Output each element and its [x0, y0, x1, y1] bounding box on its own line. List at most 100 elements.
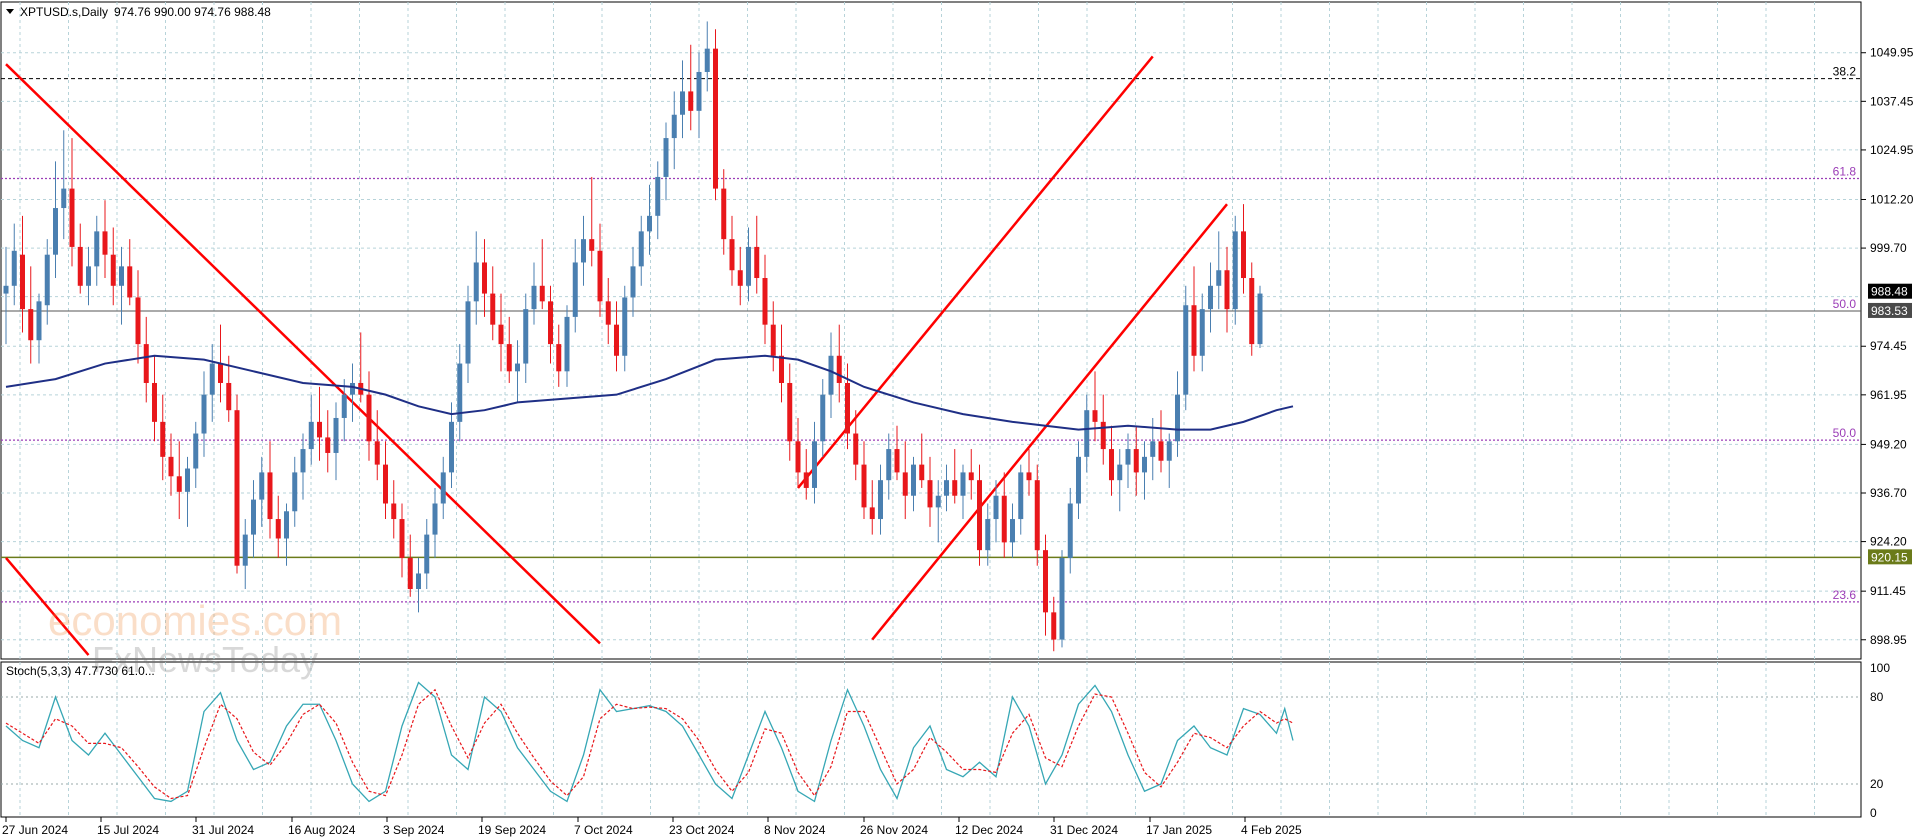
- level-price-tag-bg: [1868, 549, 1912, 565]
- candle-body: [267, 472, 273, 520]
- price-tick-label: 911.45: [1870, 584, 1906, 598]
- candle-body: [36, 301, 42, 341]
- price-tick-label: 936.70: [1870, 486, 1907, 500]
- ohlc-values: 974.76 990.00 974.76 988.48: [114, 5, 271, 19]
- candle-body: [1067, 503, 1073, 558]
- candle-body: [556, 344, 562, 372]
- stoch-label: Stoch(5,3,3) 47.7730 61.0...: [6, 664, 155, 678]
- candle-body: [391, 503, 397, 520]
- candle-body: [1018, 472, 1024, 520]
- stoch-tick-label: 100: [1870, 661, 1890, 675]
- candle-body: [143, 344, 149, 383]
- main-pane-frame: [0, 1, 1862, 660]
- candle-body: [515, 363, 520, 372]
- candle-body: [226, 382, 232, 411]
- candle-body: [1224, 270, 1230, 310]
- candle-body: [795, 441, 801, 473]
- price-tick-label: 949.20: [1870, 437, 1907, 451]
- price-tick-label: 1037.45: [1870, 94, 1914, 108]
- candle-body: [1249, 278, 1255, 345]
- candle-body: [102, 231, 108, 255]
- candle-body: [1241, 231, 1246, 279]
- candle-body: [234, 410, 240, 566]
- candle-body: [1117, 464, 1123, 481]
- candle-body: [1034, 480, 1040, 551]
- candle-body: [869, 507, 875, 520]
- candle-body: [473, 262, 479, 302]
- chevron-down-icon[interactable]: [6, 9, 14, 14]
- moving-average-line: [5, 354, 1294, 431]
- candle-body: [251, 499, 256, 535]
- date-tick-label: 27 Jun 2024: [2, 823, 68, 837]
- date-tick-label: 12 Dec 2024: [955, 823, 1023, 837]
- candle-body: [902, 472, 908, 496]
- candle-body: [1084, 410, 1090, 457]
- candle-body: [977, 480, 982, 551]
- candle-body: [201, 394, 207, 434]
- moving-average: [5, 354, 1294, 431]
- candle-body: [523, 309, 529, 364]
- candle-body: [185, 468, 190, 492]
- candle-body: [333, 417, 339, 453]
- candle-body: [3, 285, 9, 294]
- candle-body: [713, 48, 718, 189]
- candle-body: [770, 324, 776, 356]
- candle-body: [1109, 449, 1114, 481]
- candle-body: [28, 309, 34, 341]
- candle-body: [729, 239, 735, 271]
- candle-body: [1199, 309, 1205, 356]
- candle-body: [539, 285, 545, 302]
- candle-body: [218, 363, 223, 383]
- downtrend-line-upper: [5, 63, 601, 645]
- candle-body: [993, 495, 999, 520]
- candle-body: [655, 176, 661, 216]
- candle-body: [383, 464, 388, 504]
- candle-body: [1001, 495, 1007, 543]
- stoch-signal-line: [5, 688, 1294, 800]
- candle-body: [605, 301, 611, 325]
- candle-body: [762, 278, 768, 325]
- candle-body: [1257, 293, 1263, 345]
- candle-body: [399, 519, 405, 558]
- last-price-tag-bg: [1868, 283, 1912, 299]
- candle-body: [1051, 612, 1057, 640]
- date-tick-label: 15 Jul 2024: [97, 823, 159, 837]
- candle-body: [878, 480, 883, 520]
- level-label: 38.2: [1833, 65, 1857, 79]
- candle-body: [638, 231, 644, 267]
- candle-body: [597, 250, 603, 302]
- candle-body: [482, 262, 487, 294]
- price-tick-label: 961.95: [1870, 388, 1907, 402]
- stoch-tick-label: 80: [1870, 690, 1884, 704]
- candle-body: [292, 472, 298, 512]
- candle-body: [787, 382, 793, 442]
- candle-body: [564, 316, 570, 372]
- candle-body: [1100, 421, 1106, 450]
- candle-body: [61, 188, 67, 209]
- grid: [1, 2, 1861, 817]
- candle-body: [531, 285, 537, 310]
- chart-header: XPTUSD.s,Daily 974.76 990.00 974.76 988.…: [6, 5, 271, 678]
- date-tick-label: 17 Jan 2025: [1146, 823, 1212, 837]
- candle-body: [193, 433, 199, 469]
- candle-body: [341, 394, 347, 418]
- date-tick-label: 31 Dec 2024: [1050, 823, 1118, 837]
- candle-body: [1010, 519, 1015, 543]
- candle-body: [886, 449, 892, 481]
- candle-body: [94, 231, 100, 267]
- date-tick-label: 19 Sep 2024: [478, 823, 546, 837]
- candle-body: [498, 324, 504, 345]
- price-tick-label: 1024.95: [1870, 143, 1914, 157]
- candle-body: [746, 246, 751, 286]
- candle-body: [407, 557, 413, 590]
- candle-body: [572, 262, 578, 317]
- candle-body: [968, 472, 974, 481]
- candle-body: [168, 456, 174, 477]
- candle-body: [630, 266, 636, 298]
- candle-body: [127, 266, 133, 298]
- date-tick-label: 3 Sep 2024: [383, 823, 445, 837]
- candle-body: [1216, 270, 1222, 286]
- candle-body: [209, 363, 215, 395]
- stochastic-oscillator: [5, 681, 1294, 803]
- candle-body: [366, 394, 372, 442]
